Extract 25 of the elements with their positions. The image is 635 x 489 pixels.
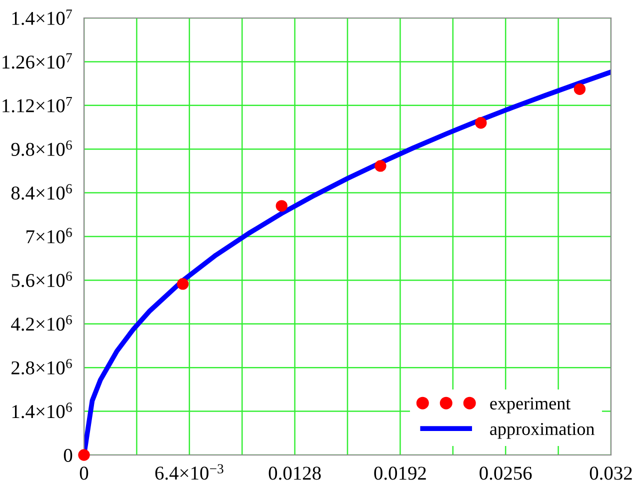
point	[574, 83, 586, 96]
y-tick-label: 1.4×10$^{6}$	[12, 402, 72, 418]
legend-label: experiment	[490, 397, 571, 414]
y-tick-label: 1.4×10$^{7}$	[12, 10, 72, 26]
x-tick-label: 0.0192	[374, 466, 426, 480]
y-tick-label: 9.8×10$^{6}$	[11, 140, 72, 156]
x-tick-label: 0.0128	[268, 466, 321, 480]
x-tick-label: 6.4×10$^{−3}$	[155, 464, 224, 480]
point	[374, 160, 386, 172]
x-tick-label: 0.0256	[480, 466, 532, 480]
point	[176, 278, 189, 290]
point	[475, 117, 487, 129]
point	[276, 200, 288, 212]
x-tick-label: 0	[80, 466, 88, 480]
y-tick-label: 1.26×10$^{7}$	[2, 53, 72, 69]
legend-label: approximation	[490, 422, 594, 439]
y-tick-label: 5.6×10$^{6}$	[12, 272, 72, 288]
x-tick-label: 0.032	[590, 466, 632, 480]
y-tick-label: 0	[64, 448, 72, 462]
y-tick-label: 4.2×10$^{6}$	[11, 315, 72, 331]
point	[78, 449, 90, 461]
y-tick-label: 1.12×10$^{7}$	[2, 96, 72, 112]
y-tick-label: 8.4×10$^{6}$	[11, 184, 72, 200]
y-tick-label: 7×10$^{6}$	[26, 228, 72, 244]
y-tick-label: 2.8×10$^{6}$	[12, 358, 72, 375]
